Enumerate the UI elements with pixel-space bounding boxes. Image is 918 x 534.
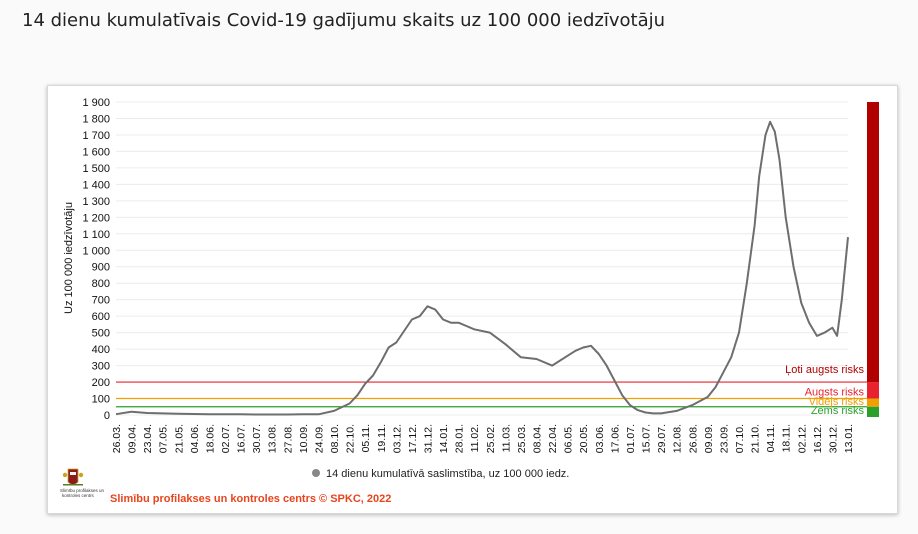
y-tick-label: 300 <box>92 361 110 373</box>
risk-label: Vidējs risks <box>809 396 865 408</box>
chart-card: 0 100 200 300 400 500 600 700 800 900 1 000 1 100 1 … <box>47 85 898 514</box>
y-tick-label: 500 <box>92 328 110 340</box>
risk-label: Augsts risks <box>805 387 865 399</box>
y-axis-label: Uz 100 000 iedzīvotāju <box>63 202 75 314</box>
x-tick-label: 02.07. <box>220 424 232 453</box>
x-tick-label: 05.11. <box>360 424 372 452</box>
legend-marker <box>312 469 320 477</box>
x-tick-label: 26.08. <box>687 424 699 453</box>
footer-credit: Slimību profilakses un kontroles centrs … <box>110 493 391 505</box>
y-tick-label: 1 100 <box>82 229 110 241</box>
x-tick-label: 16.12. <box>812 424 824 453</box>
x-tick-label: 10.09. <box>298 424 310 453</box>
series-line <box>115 120 849 416</box>
x-tick-label: 16.07. <box>236 424 248 453</box>
legend-label: 14 dienu kumulatīvā saslimstība, uz 100 … <box>326 468 569 480</box>
y-tick-label: 1 500 <box>82 163 110 175</box>
x-tick-label: 11.02. <box>469 424 481 452</box>
x-tick-label: 31.12. <box>422 424 434 453</box>
x-tick-label: 02.12. <box>796 424 808 453</box>
x-tick-label: 09.09. <box>703 424 715 453</box>
x-tick-label: 22.10. <box>345 424 357 453</box>
x-tick-label: 28.01. <box>454 424 466 453</box>
risk-label: Ļoti augsts risks <box>785 364 864 376</box>
y-tick-label: 1 000 <box>82 245 110 257</box>
y-tick-label: 200 <box>92 377 110 389</box>
risk-band-segment <box>867 102 879 383</box>
y-tick-label: 0 <box>104 410 110 422</box>
x-tick-label: 20.05. <box>578 424 590 453</box>
risk-band-segment <box>867 382 879 399</box>
x-tick-label: 13.01. <box>843 424 855 453</box>
x-tick-label: 21.10. <box>750 424 762 453</box>
y-tick-label: 1 400 <box>82 179 110 191</box>
x-tick-label: 04.06. <box>189 424 201 453</box>
x-tick-label: 13.08. <box>267 424 279 453</box>
y-axis: 0 100 200 300 400 500 600 700 800 900 1 000 1 100 1 … <box>82 97 110 422</box>
x-tick-label: 14.01. <box>438 424 450 453</box>
x-tick-label: 27.08. <box>282 424 294 453</box>
page-title: 14 dienu kumulatīvais Covid-19 gadījumu … <box>22 10 666 31</box>
x-tick-label: 24.09. <box>313 424 325 453</box>
legend[interactable]: 14 dienu kumulatīvā saslimstība, uz 100 … <box>312 468 569 480</box>
y-tick-label: 1 200 <box>82 212 110 224</box>
x-tick-label: 29.07. <box>656 424 668 453</box>
supporter-right-icon <box>78 472 84 478</box>
x-tick-label: 19.11. <box>376 424 388 452</box>
oak-branch-icon <box>63 484 83 486</box>
x-tick-label: 18.06. <box>204 424 216 453</box>
x-tick-label: 21.05. <box>173 424 185 453</box>
y-tick-label: 1 700 <box>82 130 110 142</box>
y-tick-label: 800 <box>92 278 110 290</box>
x-tick-label: 22.04. <box>547 424 559 453</box>
coat-of-arms-stripe <box>70 472 76 475</box>
x-tick-label: 04.11. <box>765 424 777 452</box>
x-tick-label: 26.03. <box>111 424 123 453</box>
risk-band-segment <box>867 406 879 417</box>
x-tick-label: 03.06. <box>594 424 606 453</box>
x-tick-label: 08.10. <box>329 424 341 453</box>
y-tick-label: 1 800 <box>82 113 110 125</box>
spkc-logo: Slimību profilakses un kontroles centrs <box>60 468 105 498</box>
x-tick-label: 25.03. <box>516 424 528 453</box>
x-tick-label: 03.12. <box>391 424 403 453</box>
y-tick-label: 400 <box>92 344 110 356</box>
x-tick-label: 12.08. <box>672 424 684 453</box>
x-tick-label: 08.04. <box>532 424 544 453</box>
grid <box>116 101 848 416</box>
x-tick-label: 18.11. <box>781 424 793 452</box>
x-tick-label: 30.12. <box>827 424 839 453</box>
risk-band-segment <box>867 398 879 407</box>
y-tick-label: 700 <box>92 295 110 307</box>
x-tick-label: 07.05. <box>158 424 170 453</box>
x-tick-label: 23.04. <box>142 424 154 453</box>
y-tick-label: 1 900 <box>82 97 110 109</box>
x-tick-label: 30.07. <box>251 424 263 453</box>
x-axis: 26.03. 09.04. 23.04. 07.05. 21.05. 04.06. 18.0… <box>111 424 855 453</box>
x-tick-label: 07.10. <box>734 424 746 453</box>
x-tick-label: 17.06. <box>609 424 621 453</box>
series-layer <box>115 120 849 416</box>
x-tick-label: 09.04. <box>127 424 139 453</box>
logo-text-line1: Slimību profilakses un <box>60 488 105 493</box>
y-tick-label: 1 600 <box>82 146 110 158</box>
x-tick-label: 17.12. <box>407 424 419 453</box>
y-tick-label: 600 <box>92 311 110 323</box>
coat-of-arms-icon <box>67 468 79 485</box>
x-tick-label: 11.03. <box>500 424 512 452</box>
x-tick-label: 01.07. <box>625 424 637 453</box>
logo-text-line2: kontroles centrs <box>62 493 95 498</box>
x-tick-label: 15.07. <box>641 424 653 453</box>
y-tick-label: 1 300 <box>82 196 110 208</box>
risk-label: Zems risks <box>811 405 865 417</box>
y-tick-label: 900 <box>92 262 110 274</box>
x-tick-label: 06.05. <box>563 424 575 453</box>
x-tick-label: 25.02. <box>485 424 497 453</box>
y-tick-label: 100 <box>92 394 110 406</box>
chart-svg: 0 100 200 300 400 500 600 700 800 900 1 000 1 100 1 … <box>60 97 879 505</box>
x-tick-label: 23.09. <box>718 424 730 453</box>
supporter-left-icon <box>62 472 68 478</box>
